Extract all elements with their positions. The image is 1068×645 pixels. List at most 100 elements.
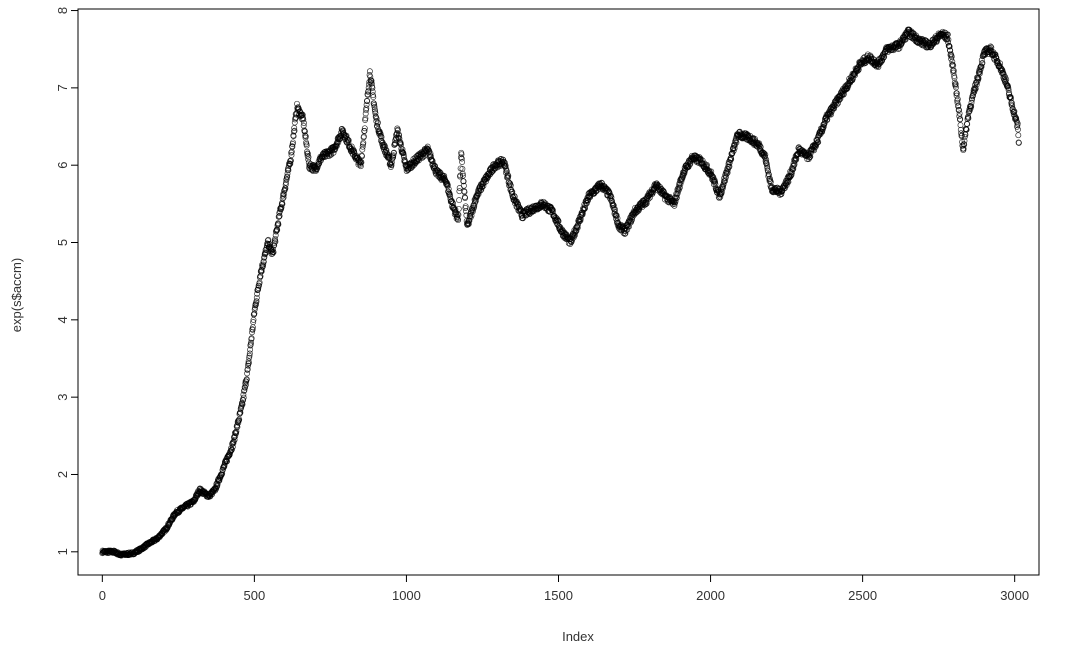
data-point [968,103,975,110]
data-point [608,194,615,201]
data-point [219,467,226,473]
data-point [274,227,281,233]
data-point [399,146,406,153]
data-point [333,143,340,149]
data-point [394,126,401,133]
data-point [377,130,383,137]
data-point [763,161,770,168]
data-point [458,151,465,158]
data-point [763,156,770,163]
data-point [549,209,556,216]
data-point [250,319,257,326]
data-point [672,197,679,204]
data-point [299,111,306,118]
data-point [304,150,311,157]
x-tick-label: 2000 [696,588,725,603]
data-point [1008,101,1015,108]
data-point [369,88,376,95]
data-point [978,57,985,64]
data-point [272,235,279,242]
data-point [230,438,237,445]
data-point [954,96,961,103]
data-point [955,102,962,109]
data-point [505,179,512,186]
data-point [269,246,276,253]
plot-frame [77,8,1040,576]
data-point [778,191,785,197]
data-point [681,170,688,177]
data-point [368,80,375,87]
data-point [645,195,652,202]
data-point [507,182,514,189]
data-point [471,202,478,209]
y-axis: 1 2 3 4 5 6 7 8 [55,7,79,555]
data-point [459,170,466,177]
data-point [248,335,255,342]
data-point [678,178,685,185]
data-point [1009,102,1016,109]
data-point [978,63,985,70]
x-tick-label: 2500 [848,588,877,603]
data-point [253,294,260,301]
data-point [427,150,434,157]
data-point [724,169,731,176]
data-point [998,66,1005,73]
data-point [378,134,385,141]
data-point [574,224,581,231]
data-point [253,298,260,305]
data-point [459,159,466,165]
data-point [361,125,368,132]
data-point [240,391,247,398]
data-point [813,140,820,147]
data-point [1015,126,1021,133]
data-point [278,204,285,211]
data-point [288,152,295,159]
data-point [245,360,252,367]
data-point [285,167,292,174]
data-point [791,161,798,168]
y-tick-label: 8 [55,7,70,14]
data-point [965,115,972,122]
data-point [608,197,615,204]
data-point [585,197,591,204]
data-point [1008,95,1014,102]
data-point [271,239,278,246]
data-point [455,205,462,212]
data-point [350,146,357,153]
data-point [290,128,297,135]
data-point [949,58,956,65]
data-point [216,477,223,484]
data-point [948,53,955,60]
data-point [504,171,511,178]
data-point [295,105,302,112]
data-point [457,154,464,161]
data-point [836,96,843,103]
data-point [280,194,287,201]
data-point [304,152,311,159]
data-point [302,132,309,139]
data-point [290,139,296,146]
data-point [233,428,240,435]
data-point [301,120,307,126]
data-point [446,191,453,198]
data-point [303,142,310,149]
x-axis-label: Index [562,629,594,644]
data-point [815,139,822,146]
data-point [388,162,395,169]
data-point [946,43,953,50]
data-point [370,94,377,101]
data-point [367,73,374,80]
data-point [284,173,291,180]
data-point [582,205,588,212]
data-point [270,249,277,256]
data-point [460,172,466,179]
data-point [287,157,294,164]
data-point [961,133,968,140]
data-point [881,53,888,60]
data-point [399,148,406,155]
data-point [359,143,366,150]
data-point [642,201,649,208]
data-point [314,161,321,168]
data-point [953,90,960,97]
data-point [613,212,620,219]
